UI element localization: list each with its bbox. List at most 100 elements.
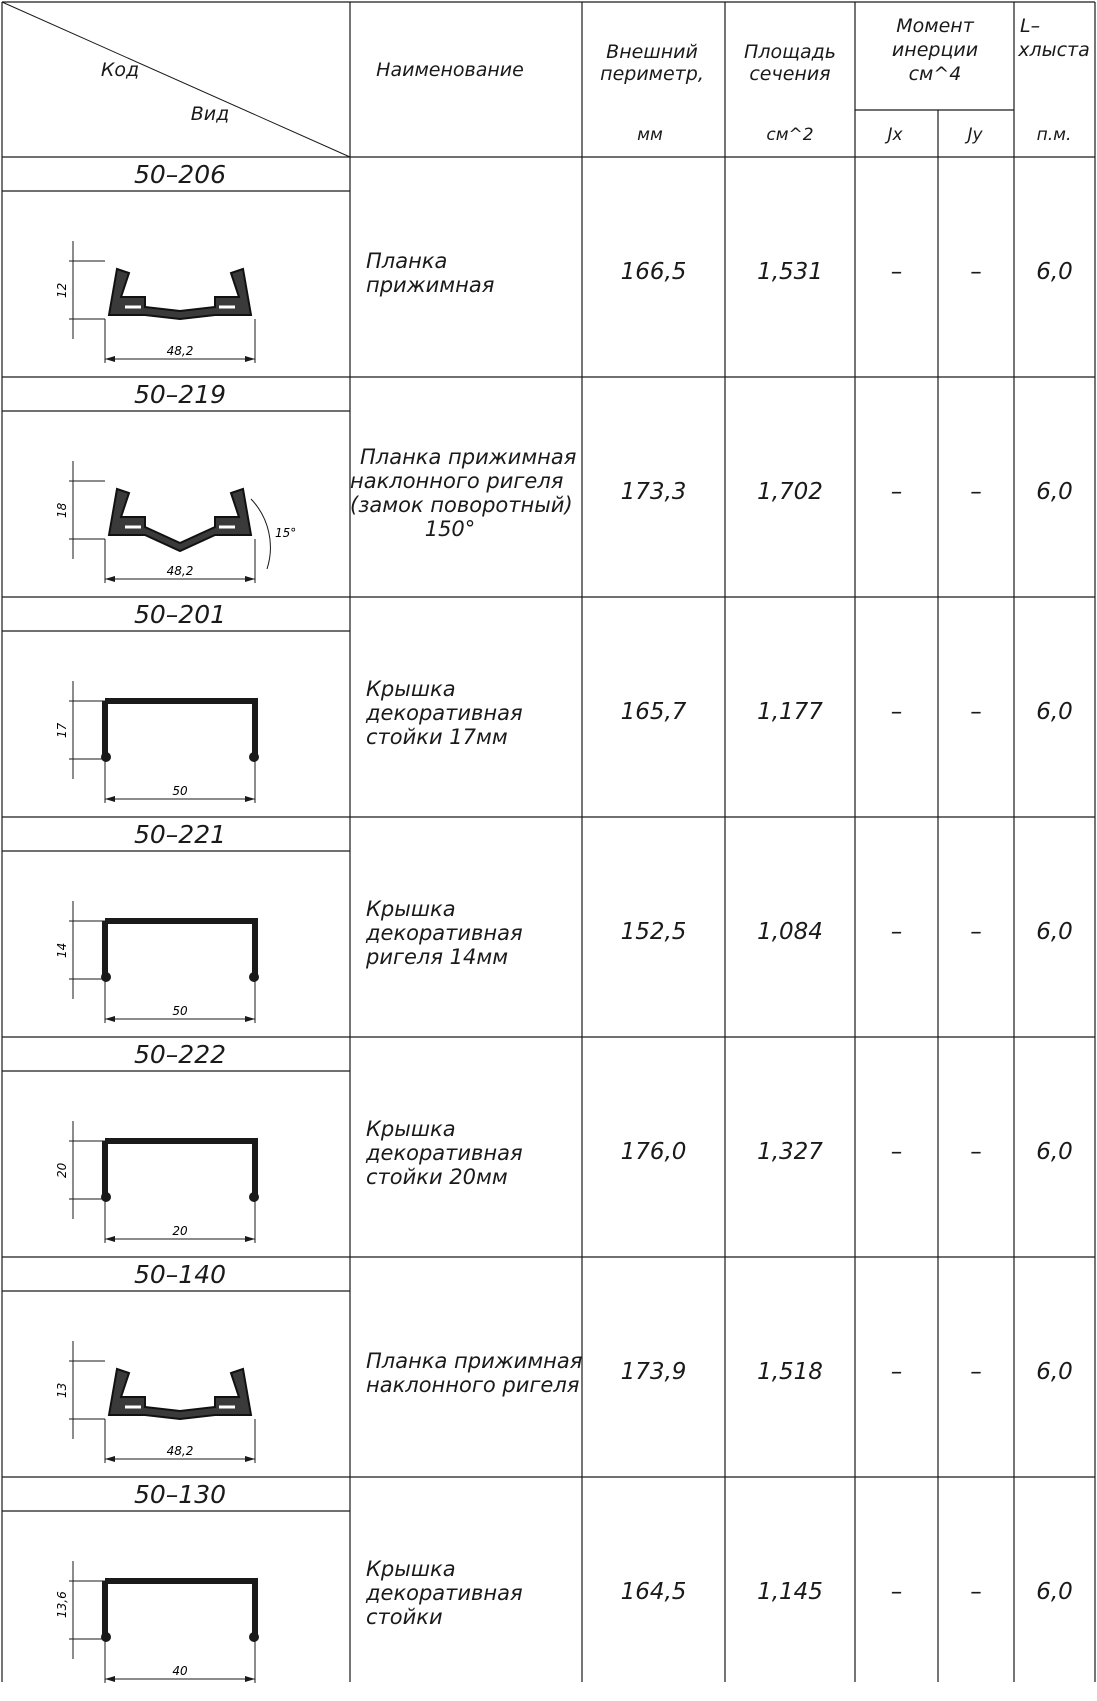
profile-tip bbox=[249, 752, 259, 762]
profile-outline bbox=[102, 698, 258, 755]
profile-code: 50–140 bbox=[133, 1260, 227, 1289]
header-perimeter-line1: Внешний bbox=[606, 41, 698, 63]
profile-name-line: прижимная bbox=[366, 273, 495, 297]
header-view-label: Вид bbox=[190, 103, 230, 125]
width-dimension-label: 48,2 bbox=[167, 1444, 194, 1458]
header-code-label: Код bbox=[100, 59, 140, 81]
profile-outline bbox=[102, 918, 258, 975]
inertia-jy-value: – bbox=[970, 699, 982, 725]
profile-name-line: Крышка bbox=[366, 1557, 456, 1581]
profile-name-line: наклонного ригеля bbox=[350, 469, 564, 493]
table-row: 50–219 Планка прижимная наклонного ригеля(… bbox=[0, 377, 1097, 597]
inertia-jx-value: – bbox=[890, 1359, 903, 1385]
width-dimension-label: 50 bbox=[172, 784, 188, 798]
outer-perimeter-value: 173,9 bbox=[620, 1359, 687, 1385]
bar-length-value: 6,0 bbox=[1036, 1139, 1073, 1165]
angle-label: 15° bbox=[275, 526, 296, 540]
section-area-value: 1,145 bbox=[757, 1579, 823, 1605]
table-row: 50–222 Крышка декоративная стойки 20мм 176,0… bbox=[0, 1037, 1097, 1257]
inertia-jy-value: – bbox=[970, 1359, 982, 1385]
profile-drawing: 12 48,2 bbox=[55, 241, 256, 363]
inertia-jy-value: – bbox=[970, 259, 982, 285]
profile-name-line: (замок поворотный) bbox=[350, 493, 573, 517]
inertia-jx-value: – bbox=[890, 699, 903, 725]
header-inertia-unit: см^4 bbox=[908, 63, 962, 85]
inertia-jy-value: – bbox=[970, 479, 982, 505]
profile-tip bbox=[249, 1632, 259, 1642]
inertia-jx-value: – bbox=[890, 259, 903, 285]
width-dimension-label: 50 bbox=[172, 1004, 188, 1018]
table-row: 50–130 Крышка декоративная стойки 164,5 1,145… bbox=[0, 1477, 1097, 1697]
header-jx-label: Jx bbox=[887, 125, 903, 145]
profile-name-line: Планка bbox=[366, 249, 448, 273]
header-name-label: Наименование bbox=[376, 59, 524, 81]
profile-name-line: декоративная bbox=[366, 1581, 523, 1605]
profile-drawing: 13,6 40 bbox=[55, 1561, 259, 1683]
outer-perimeter-value: 166,5 bbox=[620, 259, 687, 285]
header-perimeter-line2: периметр, bbox=[600, 63, 704, 85]
header-jy-label: Jy bbox=[967, 125, 983, 145]
profile-outline bbox=[107, 487, 253, 553]
bar-length-value: 6,0 bbox=[1036, 699, 1073, 725]
profile-name-line: декоративная bbox=[366, 921, 523, 945]
profile-name-line: 150° bbox=[424, 517, 476, 541]
header-inertia-line2: инерции bbox=[891, 39, 979, 61]
section-area-value: 1,702 bbox=[757, 479, 823, 505]
profile-drawing: 13 48,2 bbox=[55, 1341, 256, 1463]
profile-outline bbox=[102, 1578, 258, 1635]
profile-outline bbox=[107, 1367, 253, 1421]
header-length-unit: п.м. bbox=[1036, 125, 1072, 145]
outer-perimeter-value: 176,0 bbox=[620, 1139, 687, 1165]
profile-tip bbox=[249, 972, 259, 982]
profile-name-line: наклонного ригеля bbox=[366, 1373, 580, 1397]
profile-code: 50–221 bbox=[133, 820, 227, 849]
header-area-line2: сечения bbox=[749, 63, 831, 85]
profile-name-line: Крышка bbox=[366, 897, 456, 921]
width-dimension-label: 20 bbox=[172, 1224, 188, 1238]
profile-name-line: декоративная bbox=[366, 701, 523, 725]
profile-name-line: декоративная bbox=[366, 1141, 523, 1165]
angle-arc bbox=[250, 498, 271, 570]
inertia-jx-value: – bbox=[890, 1139, 903, 1165]
profile-tip bbox=[101, 752, 111, 762]
header-perimeter-unit: мм bbox=[637, 125, 663, 145]
table-row: 50–221 Крышка декоративная ригеля 14мм 152,5… bbox=[0, 817, 1097, 1037]
inertia-jx-value: – bbox=[890, 1579, 903, 1605]
width-dimension-label: 48,2 bbox=[167, 344, 194, 358]
section-area-value: 1,531 bbox=[757, 259, 823, 285]
profile-name-line: стойки 17мм bbox=[366, 725, 508, 749]
section-area-value: 1,327 bbox=[757, 1139, 823, 1165]
header-area-line1: Площадь bbox=[744, 41, 836, 63]
inertia-jy-value: – bbox=[970, 1579, 982, 1605]
bar-length-value: 6,0 bbox=[1036, 479, 1073, 505]
height-dimension-label: 14 bbox=[55, 943, 69, 958]
bar-length-value: 6,0 bbox=[1036, 1579, 1073, 1605]
outer-perimeter-value: 173,3 bbox=[620, 479, 687, 505]
profile-code: 50–219 bbox=[133, 380, 227, 409]
table-row: 50–201 Крышка декоративная стойки 17мм 165,7… bbox=[0, 597, 1097, 817]
profile-name-line: стойки bbox=[366, 1605, 443, 1629]
header-length-line2: хлыста bbox=[1018, 39, 1090, 61]
height-dimension-label: 13,6 bbox=[55, 1591, 69, 1618]
bar-length-value: 6,0 bbox=[1036, 919, 1073, 945]
profile-name-line: Планка прижимная bbox=[366, 1349, 583, 1373]
table-row: 50–206 Планка прижимная 166,5 1,531 – – 6,0 12 48… bbox=[0, 157, 1097, 377]
height-dimension-label: 13 bbox=[55, 1383, 69, 1398]
profile-name-line: стойки 20мм bbox=[366, 1165, 508, 1189]
inertia-jy-value: – bbox=[970, 1139, 982, 1165]
bar-length-value: 6,0 bbox=[1036, 1359, 1073, 1385]
profile-drawing: 15° 18 48,2 bbox=[55, 461, 296, 583]
section-area-value: 1,518 bbox=[757, 1359, 823, 1385]
inertia-jy-value: – bbox=[970, 919, 982, 945]
height-dimension-label: 20 bbox=[55, 1162, 69, 1178]
table-row: 50–140 Планка прижимная наклонного ригеля 1… bbox=[0, 1257, 1097, 1477]
profile-tip bbox=[101, 972, 111, 982]
section-area-value: 1,177 bbox=[757, 699, 823, 725]
profile-code: 50–201 bbox=[133, 600, 227, 629]
profile-name-line: Планка прижимная bbox=[360, 445, 577, 469]
profile-code: 50–130 bbox=[133, 1480, 227, 1509]
